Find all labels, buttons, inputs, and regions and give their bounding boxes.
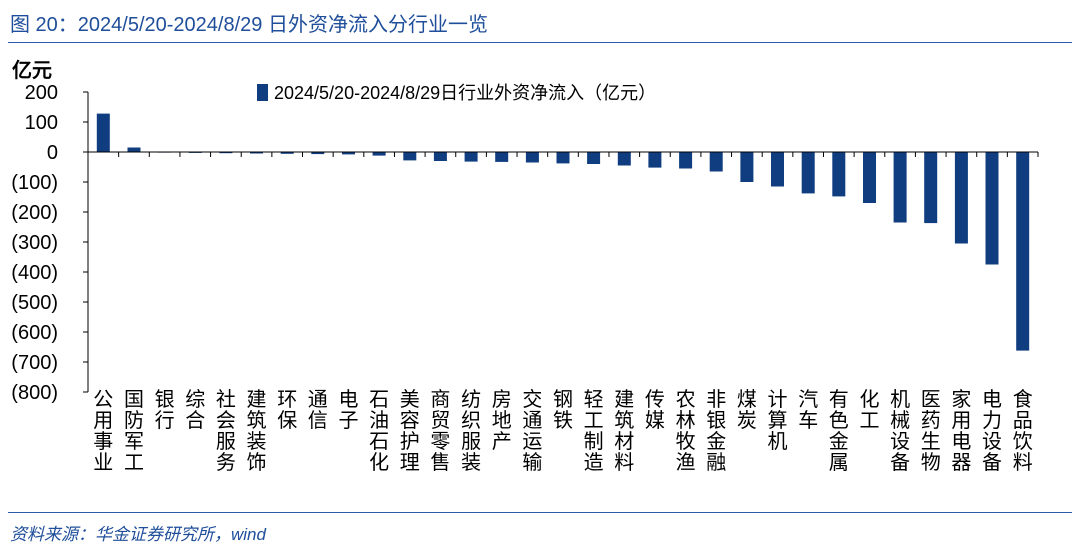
figure-title: 图 20：2024/5/20-2024/8/29 日外资净流入分行业一览 xyxy=(10,14,488,36)
x-tick-label: 银行 xyxy=(155,388,175,432)
bar xyxy=(1016,152,1030,351)
x-tick-label: 美容护理 xyxy=(400,388,420,474)
x-tick-label: 综合 xyxy=(185,388,205,432)
x-tick-label: 家用电器 xyxy=(951,388,971,474)
y-tick-label: (500) xyxy=(11,292,58,314)
bar xyxy=(832,152,846,197)
bar xyxy=(924,152,938,224)
y-tick-label: 100 xyxy=(25,112,58,134)
x-tick-label: 石油石化 xyxy=(369,389,389,474)
x-tick-label: 机械设备 xyxy=(890,388,910,474)
bar-chart: 亿元 2024/5/20-2024/8/29日行业外资净流入（亿元） 200 10… xyxy=(11,58,1039,474)
x-tick-label: 轻工制造 xyxy=(584,388,604,474)
bar xyxy=(556,152,570,164)
y-tick-label: (300) xyxy=(11,232,58,254)
legend: 2024/5/20-2024/8/29日行业外资净流入（亿元） xyxy=(257,83,656,103)
x-tick-label: 农林牧渔 xyxy=(676,388,696,474)
bar xyxy=(679,152,693,169)
bar xyxy=(954,152,968,244)
bar xyxy=(464,152,478,162)
legend-swatch xyxy=(257,84,268,101)
bar xyxy=(985,152,999,265)
x-tick-label: 建筑材料 xyxy=(614,388,634,474)
y-axis: 200 100 0 (100) (200) (300) (400) (500) (600) (70… xyxy=(11,82,89,404)
x-tick-label: 公用事业 xyxy=(93,389,113,474)
bar xyxy=(893,152,907,223)
bar xyxy=(433,152,447,161)
x-tick-label: 纺织服装 xyxy=(461,388,481,474)
x-tick-label: 计算机 xyxy=(768,388,788,453)
source-note: 资料来源：华金证券研究所，wind xyxy=(10,525,266,544)
x-tick-label: 商贸零售 xyxy=(430,388,450,474)
legend-label: 2024/5/20-2024/8/29日行业外资净流入（亿元） xyxy=(274,83,656,103)
x-tick-label: 化工 xyxy=(860,388,880,432)
bar xyxy=(127,147,141,152)
bar xyxy=(403,152,417,161)
bar xyxy=(587,152,601,164)
x-tick-label: 汽车 xyxy=(798,388,818,432)
footer-divider xyxy=(8,512,1072,513)
x-tick-label: 有色金属 xyxy=(829,388,849,474)
bar xyxy=(525,152,539,163)
title-divider xyxy=(8,42,1072,43)
y-tick-label: (100) xyxy=(11,172,58,194)
bar xyxy=(740,152,754,182)
bar xyxy=(863,152,876,203)
bar xyxy=(311,152,325,155)
x-tick-label: 国防军工 xyxy=(124,389,144,474)
y-tick-label: (400) xyxy=(11,262,58,284)
x-tick-label: 交通运输 xyxy=(522,388,542,474)
bar xyxy=(96,113,110,152)
x-tick-label: 环保 xyxy=(277,389,297,432)
bar xyxy=(771,152,784,187)
bars xyxy=(96,113,1030,351)
bar xyxy=(617,152,631,166)
bar xyxy=(495,152,509,162)
x-tick-label: 社会服务 xyxy=(216,388,236,474)
bar xyxy=(372,152,386,156)
x-tick-label: 医药生物 xyxy=(921,389,941,474)
bar xyxy=(648,152,662,168)
bar xyxy=(219,152,233,154)
x-axis: 公用事业国防军工银行综合社会服务建筑装饰环保通信电子石油石化美容护理商贸零售纺织… xyxy=(87,151,1039,474)
y-tick-label: (800) xyxy=(11,382,58,404)
y-tick-label: 0 xyxy=(47,142,58,164)
x-tick-label: 建筑装饰 xyxy=(247,388,267,474)
x-tick-label: 食品饮料 xyxy=(1013,388,1033,474)
bar xyxy=(250,152,263,154)
bar xyxy=(280,152,294,154)
y-tick-label: 200 xyxy=(25,82,58,104)
bar xyxy=(801,152,815,194)
x-tick-label: 钢铁 xyxy=(553,388,573,432)
y-tick-label: (600) xyxy=(11,322,58,344)
y-tick-label: (200) xyxy=(11,202,58,224)
y-tick-label: (700) xyxy=(11,352,58,374)
x-tick-label: 传媒 xyxy=(645,388,665,432)
bar xyxy=(709,152,723,172)
x-tick-label: 煤炭 xyxy=(737,388,757,432)
bar xyxy=(342,152,355,155)
x-tick-label: 电子 xyxy=(339,388,359,432)
y-axis-label: 亿元 xyxy=(12,58,52,82)
x-tick-label: 通信 xyxy=(308,388,328,432)
x-tick-label: 电力设备 xyxy=(982,388,1002,474)
x-tick-label: 非银金融 xyxy=(706,388,726,474)
x-tick-label: 房地产 xyxy=(492,388,512,453)
